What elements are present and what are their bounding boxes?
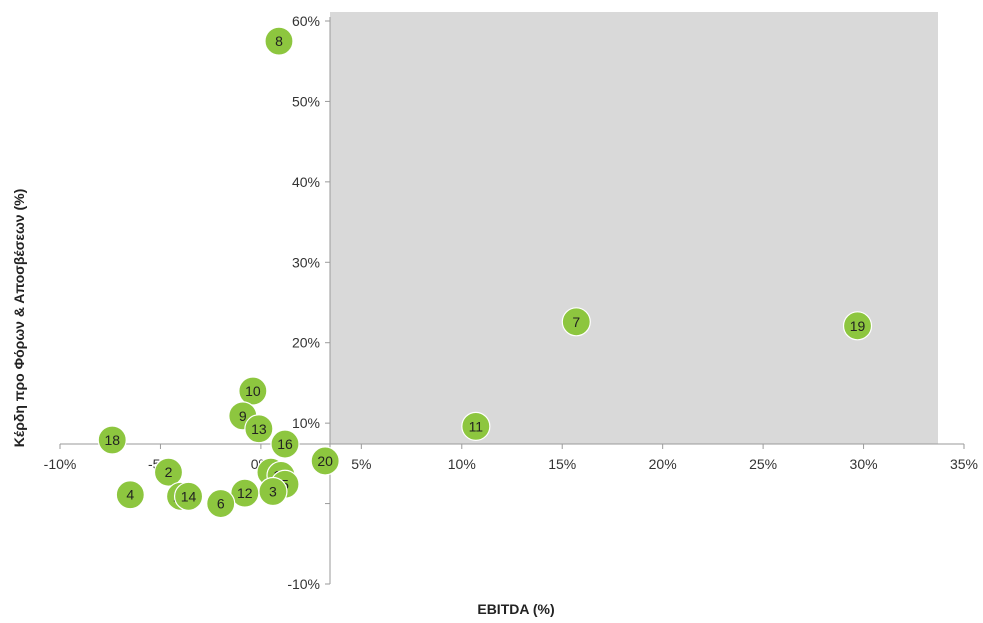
x-axis-title: EBITDA (%): [477, 601, 554, 617]
highlight-region: [330, 12, 938, 444]
data-point-label: 2: [165, 464, 173, 480]
y-tick-label: 20%: [292, 335, 320, 351]
data-point-marker: [206, 488, 236, 519]
x-tick-label: 35%: [950, 456, 978, 472]
data-point-marker: [264, 26, 294, 56]
data-point-marker: [842, 311, 873, 341]
data-point-label: 20: [317, 453, 333, 469]
x-tick-label: 5%: [351, 456, 371, 472]
y-axis-ticks: -10% 10% 20% 30% 40% 50% 60%: [287, 13, 330, 592]
data-point-label: 6: [217, 496, 225, 512]
data-point-label: 12: [237, 485, 253, 501]
data-point-label: 11: [469, 418, 484, 434]
data-point-label: 14: [181, 488, 197, 504]
data-point-label: 8: [275, 33, 283, 49]
data-points: 8719109131116201821175341514126: [97, 26, 873, 519]
y-axis-title: Κέρδη προ Φόρων & Αποσβέσεων (%): [11, 189, 27, 447]
y-tick-label: -10%: [287, 576, 320, 592]
y-tick-label: 60%: [292, 13, 320, 29]
x-axis-ticks: -10%-5%0%5%10%15%20%25%30%35%: [44, 444, 978, 472]
x-tick-label: 15%: [548, 456, 576, 472]
data-point-marker: [561, 307, 591, 337]
data-point-marker: [173, 481, 204, 511]
x-tick-label: 10%: [448, 456, 476, 472]
x-tick-label: 20%: [649, 456, 677, 472]
data-point-marker: [97, 425, 127, 455]
data-point-marker: [238, 376, 268, 406]
data-point-marker: [153, 457, 184, 487]
data-point-label: 19: [850, 318, 866, 334]
x-tick-label: 30%: [850, 456, 878, 472]
data-point-marker: [244, 414, 274, 444]
data-point-label: 10: [245, 383, 261, 399]
data-point-label: 9: [239, 408, 247, 424]
data-point-label: 16: [277, 436, 293, 452]
data-point-label: 18: [104, 432, 120, 448]
data-point-marker: [115, 480, 145, 510]
data-point-marker: [270, 429, 300, 459]
y-tick-label: 50%: [292, 93, 320, 109]
x-tick-label: -10%: [44, 456, 77, 472]
axes: [60, 17, 964, 584]
data-point-label: 13: [251, 421, 267, 437]
y-tick-label: 40%: [292, 174, 320, 190]
y-tick-label: 30%: [292, 254, 320, 270]
data-point-label: 4: [126, 487, 134, 503]
data-point-label: 7: [572, 314, 580, 330]
data-point-marker: [461, 411, 491, 441]
y-tick-label: 10%: [292, 415, 320, 431]
data-point-marker: [310, 446, 340, 476]
x-tick-label: 25%: [749, 456, 777, 472]
data-point-label: 3: [269, 484, 277, 500]
